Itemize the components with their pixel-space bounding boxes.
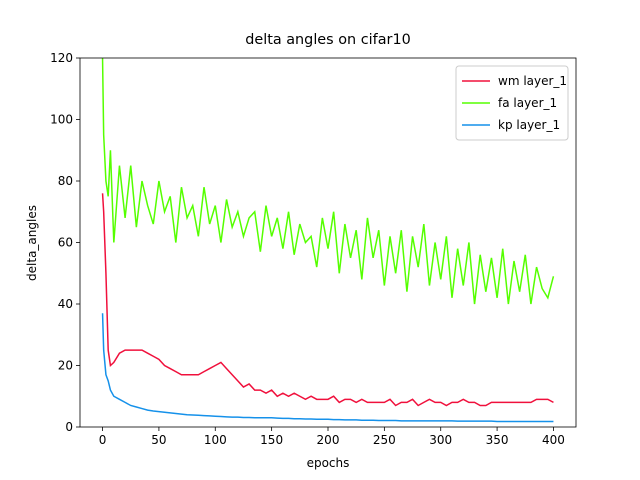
x-tick-label: 350 (486, 433, 509, 447)
x-tick-label: 300 (429, 433, 452, 447)
legend-label: fa layer_1 (498, 96, 557, 110)
legend-box (455, 65, 569, 141)
y-tick-label: 60 (58, 236, 73, 250)
x-tick-label: 100 (204, 433, 227, 447)
x-tick-label: 50 (151, 433, 166, 447)
y-tick-label: 80 (58, 174, 73, 188)
chart-title: delta angles on cifar10 (245, 32, 411, 48)
y-tick-label: 40 (58, 297, 73, 311)
legend-label: wm layer_1 (498, 74, 567, 88)
line-series (101, 193, 554, 407)
x-tick-label: 400 (542, 433, 565, 447)
x-tick-label: 200 (317, 433, 340, 447)
x-tick-label: 250 (373, 433, 396, 447)
line-series (101, 58, 555, 305)
x-tick-label: 0 (99, 433, 107, 447)
y-tick-label: 20 (58, 359, 73, 373)
y-tick-label: 0 (65, 420, 73, 434)
legend-label: kp layer_1 (498, 118, 560, 132)
y-tick-label: 100 (50, 113, 73, 127)
x-tick-label: 150 (260, 433, 283, 447)
y-tick-label: 120 (50, 51, 73, 65)
x-axis-label: epochs (307, 456, 350, 470)
line-series (101, 313, 554, 423)
y-axis-label: delta_angles (25, 205, 39, 281)
